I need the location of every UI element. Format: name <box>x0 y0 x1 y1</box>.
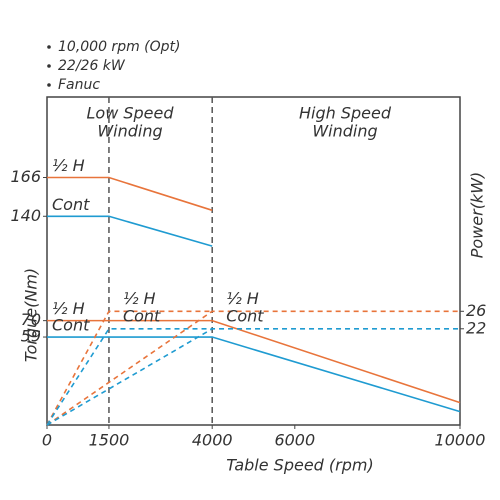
x-tick-label: 1500 <box>89 431 130 450</box>
series-label: Cont <box>52 195 90 214</box>
series-line <box>47 319 461 404</box>
series-line <box>46 310 460 426</box>
bullet-text: Fanuc <box>58 77 100 93</box>
series-line <box>46 327 213 426</box>
series-label: ½ H <box>52 299 85 318</box>
series-line <box>47 336 461 413</box>
zone-label: Winding <box>97 122 162 141</box>
series-label: Cont <box>226 306 264 325</box>
zone-label: High Speed <box>299 104 392 123</box>
series-line <box>47 176 213 212</box>
zone-label: Winding <box>312 122 377 141</box>
bullet-text: 22/26 kW <box>58 58 126 74</box>
series-label: ½ H <box>226 289 259 308</box>
x-tick-label: 4000 <box>192 431 233 450</box>
plot-frame <box>46 96 461 426</box>
zone-label: Low Speed <box>86 104 174 123</box>
x-tick-label: 0 <box>42 431 52 450</box>
series-label: ½ H <box>123 289 156 308</box>
bullet-text: 10,000 rpm (Opt) <box>58 39 181 55</box>
x-axis-label: Table Speed (rpm) <box>226 456 373 475</box>
x-tick-label: 10000 <box>435 431 486 450</box>
bullet-dot <box>47 83 51 87</box>
y-tick-label: 140 <box>10 206 41 225</box>
bullet-dot <box>47 64 51 68</box>
series-line <box>47 215 213 247</box>
x-tick-label: 6000 <box>274 431 315 450</box>
y-tick-label: 70 <box>21 310 41 329</box>
y2-tick-label: 26 <box>466 301 486 320</box>
y2-axis-label: Power(kW) <box>468 172 487 259</box>
y-tick-label: 166 <box>10 167 41 186</box>
y2-tick-label: 22 <box>466 318 486 337</box>
bullet-dot <box>47 45 51 49</box>
series-line <box>46 310 213 426</box>
y-axis-label: Torque(Nm) <box>22 268 41 362</box>
series-label: Cont <box>123 306 161 325</box>
series-label: Cont <box>52 316 90 335</box>
y-tick-label: 59 <box>21 327 41 346</box>
series-line <box>46 327 460 426</box>
series-label: ½ H <box>52 156 85 175</box>
